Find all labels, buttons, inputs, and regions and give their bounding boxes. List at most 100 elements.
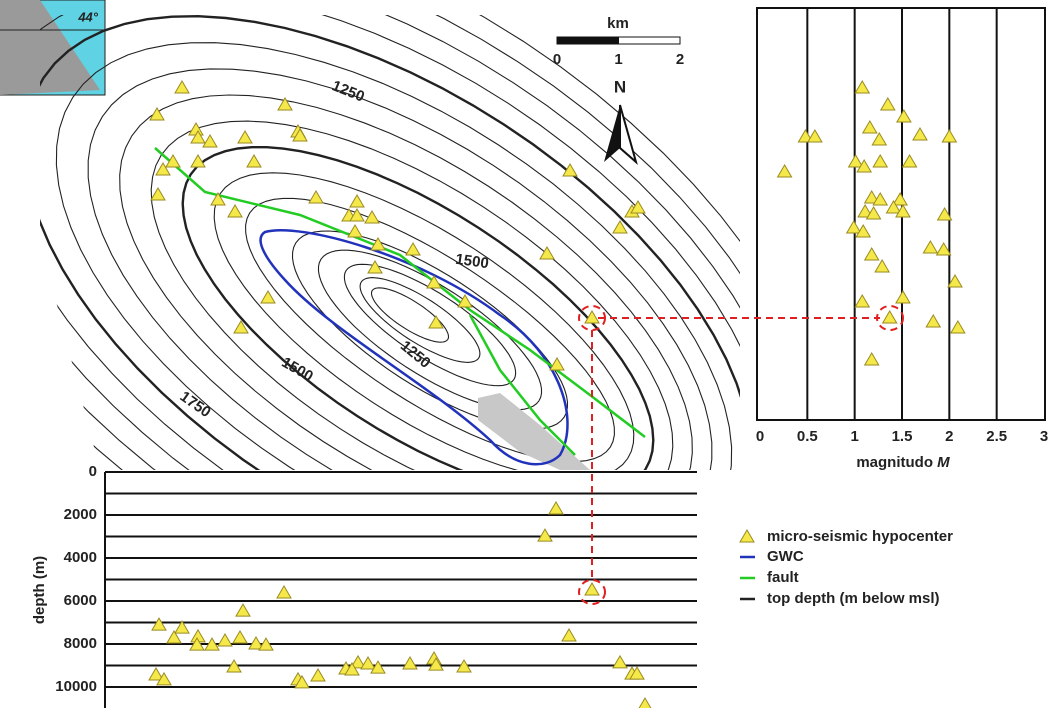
hypocenter <box>364 210 380 224</box>
hypocenter <box>248 636 264 650</box>
highlight-circle <box>578 305 606 331</box>
hypocenter <box>166 629 182 644</box>
y-tick-label: 8000 <box>64 635 97 652</box>
hypocenter <box>549 357 565 371</box>
hypocenter <box>174 620 190 634</box>
hypocenter <box>896 109 912 123</box>
contour <box>245 197 615 463</box>
contour <box>181 146 655 470</box>
hypocenter <box>885 200 902 214</box>
hypocenter <box>151 617 167 631</box>
hypocenter <box>370 237 386 251</box>
hypocenter <box>258 637 274 651</box>
hypocenter <box>548 500 564 515</box>
hypocenter <box>612 654 628 669</box>
legend-label: GWC <box>767 548 804 565</box>
hypocenter <box>367 260 383 274</box>
hypocenter <box>402 656 418 670</box>
scale-tick-label: 2 <box>676 51 684 68</box>
hypocenter <box>584 310 600 324</box>
hypocenter <box>854 294 871 308</box>
hypocenter <box>426 275 442 289</box>
hypocenter <box>847 154 864 168</box>
scale-unit: km <box>607 15 629 32</box>
scale-segment <box>556 36 619 45</box>
hypocenter <box>562 163 578 177</box>
hypocenter <box>871 132 888 146</box>
contour-label: 1250 <box>397 337 433 371</box>
hypocenter <box>584 582 600 596</box>
y-tick-label: 6000 <box>64 592 97 609</box>
hypocenter <box>895 290 911 304</box>
hypocenter <box>350 654 366 669</box>
hypocenter <box>347 224 363 238</box>
legend: micro-seismic hypocenter GWC fault top d… <box>739 528 953 607</box>
contour <box>119 94 693 470</box>
hypocenter <box>349 194 365 208</box>
hypocenter <box>638 697 652 708</box>
depth-ylabel: depth (m) <box>31 556 48 624</box>
contour <box>40 15 740 470</box>
hypocenter <box>344 662 360 676</box>
contour <box>87 68 713 470</box>
hypocenter <box>925 314 942 328</box>
hypocenter <box>292 128 308 142</box>
north-label: N <box>614 77 626 96</box>
hypocenter <box>235 603 251 617</box>
hypocenter <box>881 310 898 324</box>
x-tick-label: 1.5 <box>892 428 913 445</box>
gwc-line <box>259 228 569 466</box>
contour <box>40 15 740 470</box>
hypocenter <box>217 632 233 647</box>
hypocenter <box>246 154 262 168</box>
hypocenter <box>561 628 577 642</box>
hypocenter <box>260 290 276 304</box>
hypocenter <box>190 130 206 144</box>
hypocenter <box>360 656 376 670</box>
hypocenter <box>210 192 226 206</box>
hypocenter <box>405 242 421 256</box>
hypocenter <box>935 242 952 256</box>
contour-label: 1250 <box>330 77 367 105</box>
hypocenter <box>349 208 365 222</box>
hypocenter <box>370 660 386 674</box>
contour-label: 1750 <box>177 388 214 421</box>
hypocenter <box>310 668 326 682</box>
hypocenter <box>539 246 555 260</box>
hypocenter <box>629 666 645 680</box>
contour <box>370 287 450 343</box>
hypocenter <box>457 294 473 308</box>
y-tick-label: 4000 <box>64 549 97 566</box>
fault-line <box>154 147 646 438</box>
legend-label: top depth (m below msl) <box>767 590 940 607</box>
x-tick-label: 2 <box>945 428 953 445</box>
hypocenter <box>879 97 896 111</box>
hypocenter <box>537 528 553 542</box>
magnitude-xlabel: magnitudo M <box>856 454 950 471</box>
hypocenter <box>308 190 324 204</box>
hypocenter <box>949 320 966 334</box>
x-tick-label: 0.5 <box>797 428 818 445</box>
contour-label: 1500 <box>454 251 489 272</box>
hypocenter <box>845 220 862 234</box>
hypocenter <box>865 206 882 220</box>
contour <box>213 172 635 470</box>
hypocenter <box>854 80 871 94</box>
hypocenter <box>892 192 908 206</box>
hypocenter <box>901 154 918 168</box>
hypocenter <box>863 190 880 204</box>
hypocenter <box>149 107 165 121</box>
legend-label: micro-seismic hypocenter <box>767 528 953 545</box>
hypocenter <box>156 671 172 686</box>
highlight-circle <box>876 305 904 331</box>
hypocenter <box>912 127 928 141</box>
north-arrow: N <box>604 77 638 165</box>
x-tick-label: 2.5 <box>986 428 1007 445</box>
hypocenter <box>630 200 646 214</box>
y-tick-label: 10000 <box>55 678 97 695</box>
hypocenter <box>797 129 814 143</box>
hypocenter <box>155 162 171 176</box>
hypocenter <box>188 122 204 136</box>
hypocenter <box>294 674 310 689</box>
